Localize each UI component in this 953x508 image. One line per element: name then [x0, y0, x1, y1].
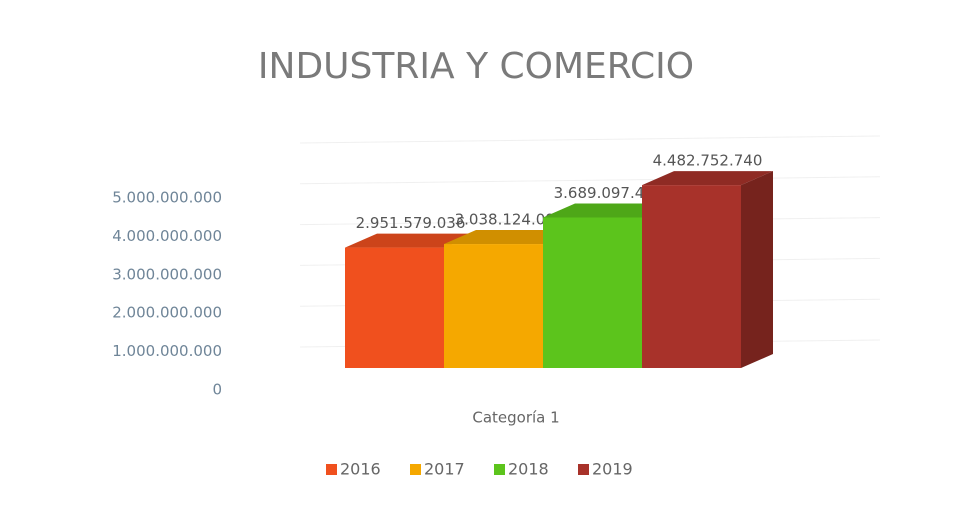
- legend-swatch: [326, 464, 337, 475]
- legend-swatch: [578, 464, 589, 475]
- x-tick-label: Categoría 1: [472, 409, 559, 427]
- y-tick-label: 4.000.000.000: [112, 227, 222, 245]
- y-tick-label: 1.000.000.000: [112, 342, 222, 360]
- bar-top: [543, 203, 674, 218]
- data-label: 3.689.097.458: [554, 184, 664, 202]
- legend-swatch: [410, 464, 421, 475]
- grid-line: [299, 135, 881, 144]
- data-label: 2.951.579.036: [356, 214, 466, 232]
- bar: [543, 217, 642, 368]
- y-tick-label: 5.000.000.000: [112, 189, 222, 207]
- bar: [345, 247, 444, 368]
- chart-title: INDUSTRIA Y COMERCIO: [258, 46, 694, 87]
- legend-swatch: [494, 464, 505, 475]
- bar-top: [642, 171, 773, 186]
- data-label: 3.038.124.096: [455, 211, 565, 229]
- legend-label: 2018: [508, 460, 549, 479]
- bar-top: [345, 233, 476, 248]
- grid-line: [299, 176, 881, 185]
- legend-label: 2016: [340, 460, 381, 479]
- bar: [642, 185, 741, 368]
- y-tick-label: 3.000.000.000: [112, 265, 222, 283]
- y-tick-label: 0: [212, 381, 222, 399]
- y-tick-label: 2.000.000.000: [112, 304, 222, 322]
- bar-top: [444, 230, 575, 245]
- legend-label: 2019: [592, 460, 633, 479]
- data-label: 4.482.752.740: [653, 152, 763, 170]
- bar: [444, 244, 543, 368]
- bar-side: [741, 171, 773, 368]
- legend-label: 2017: [424, 460, 465, 479]
